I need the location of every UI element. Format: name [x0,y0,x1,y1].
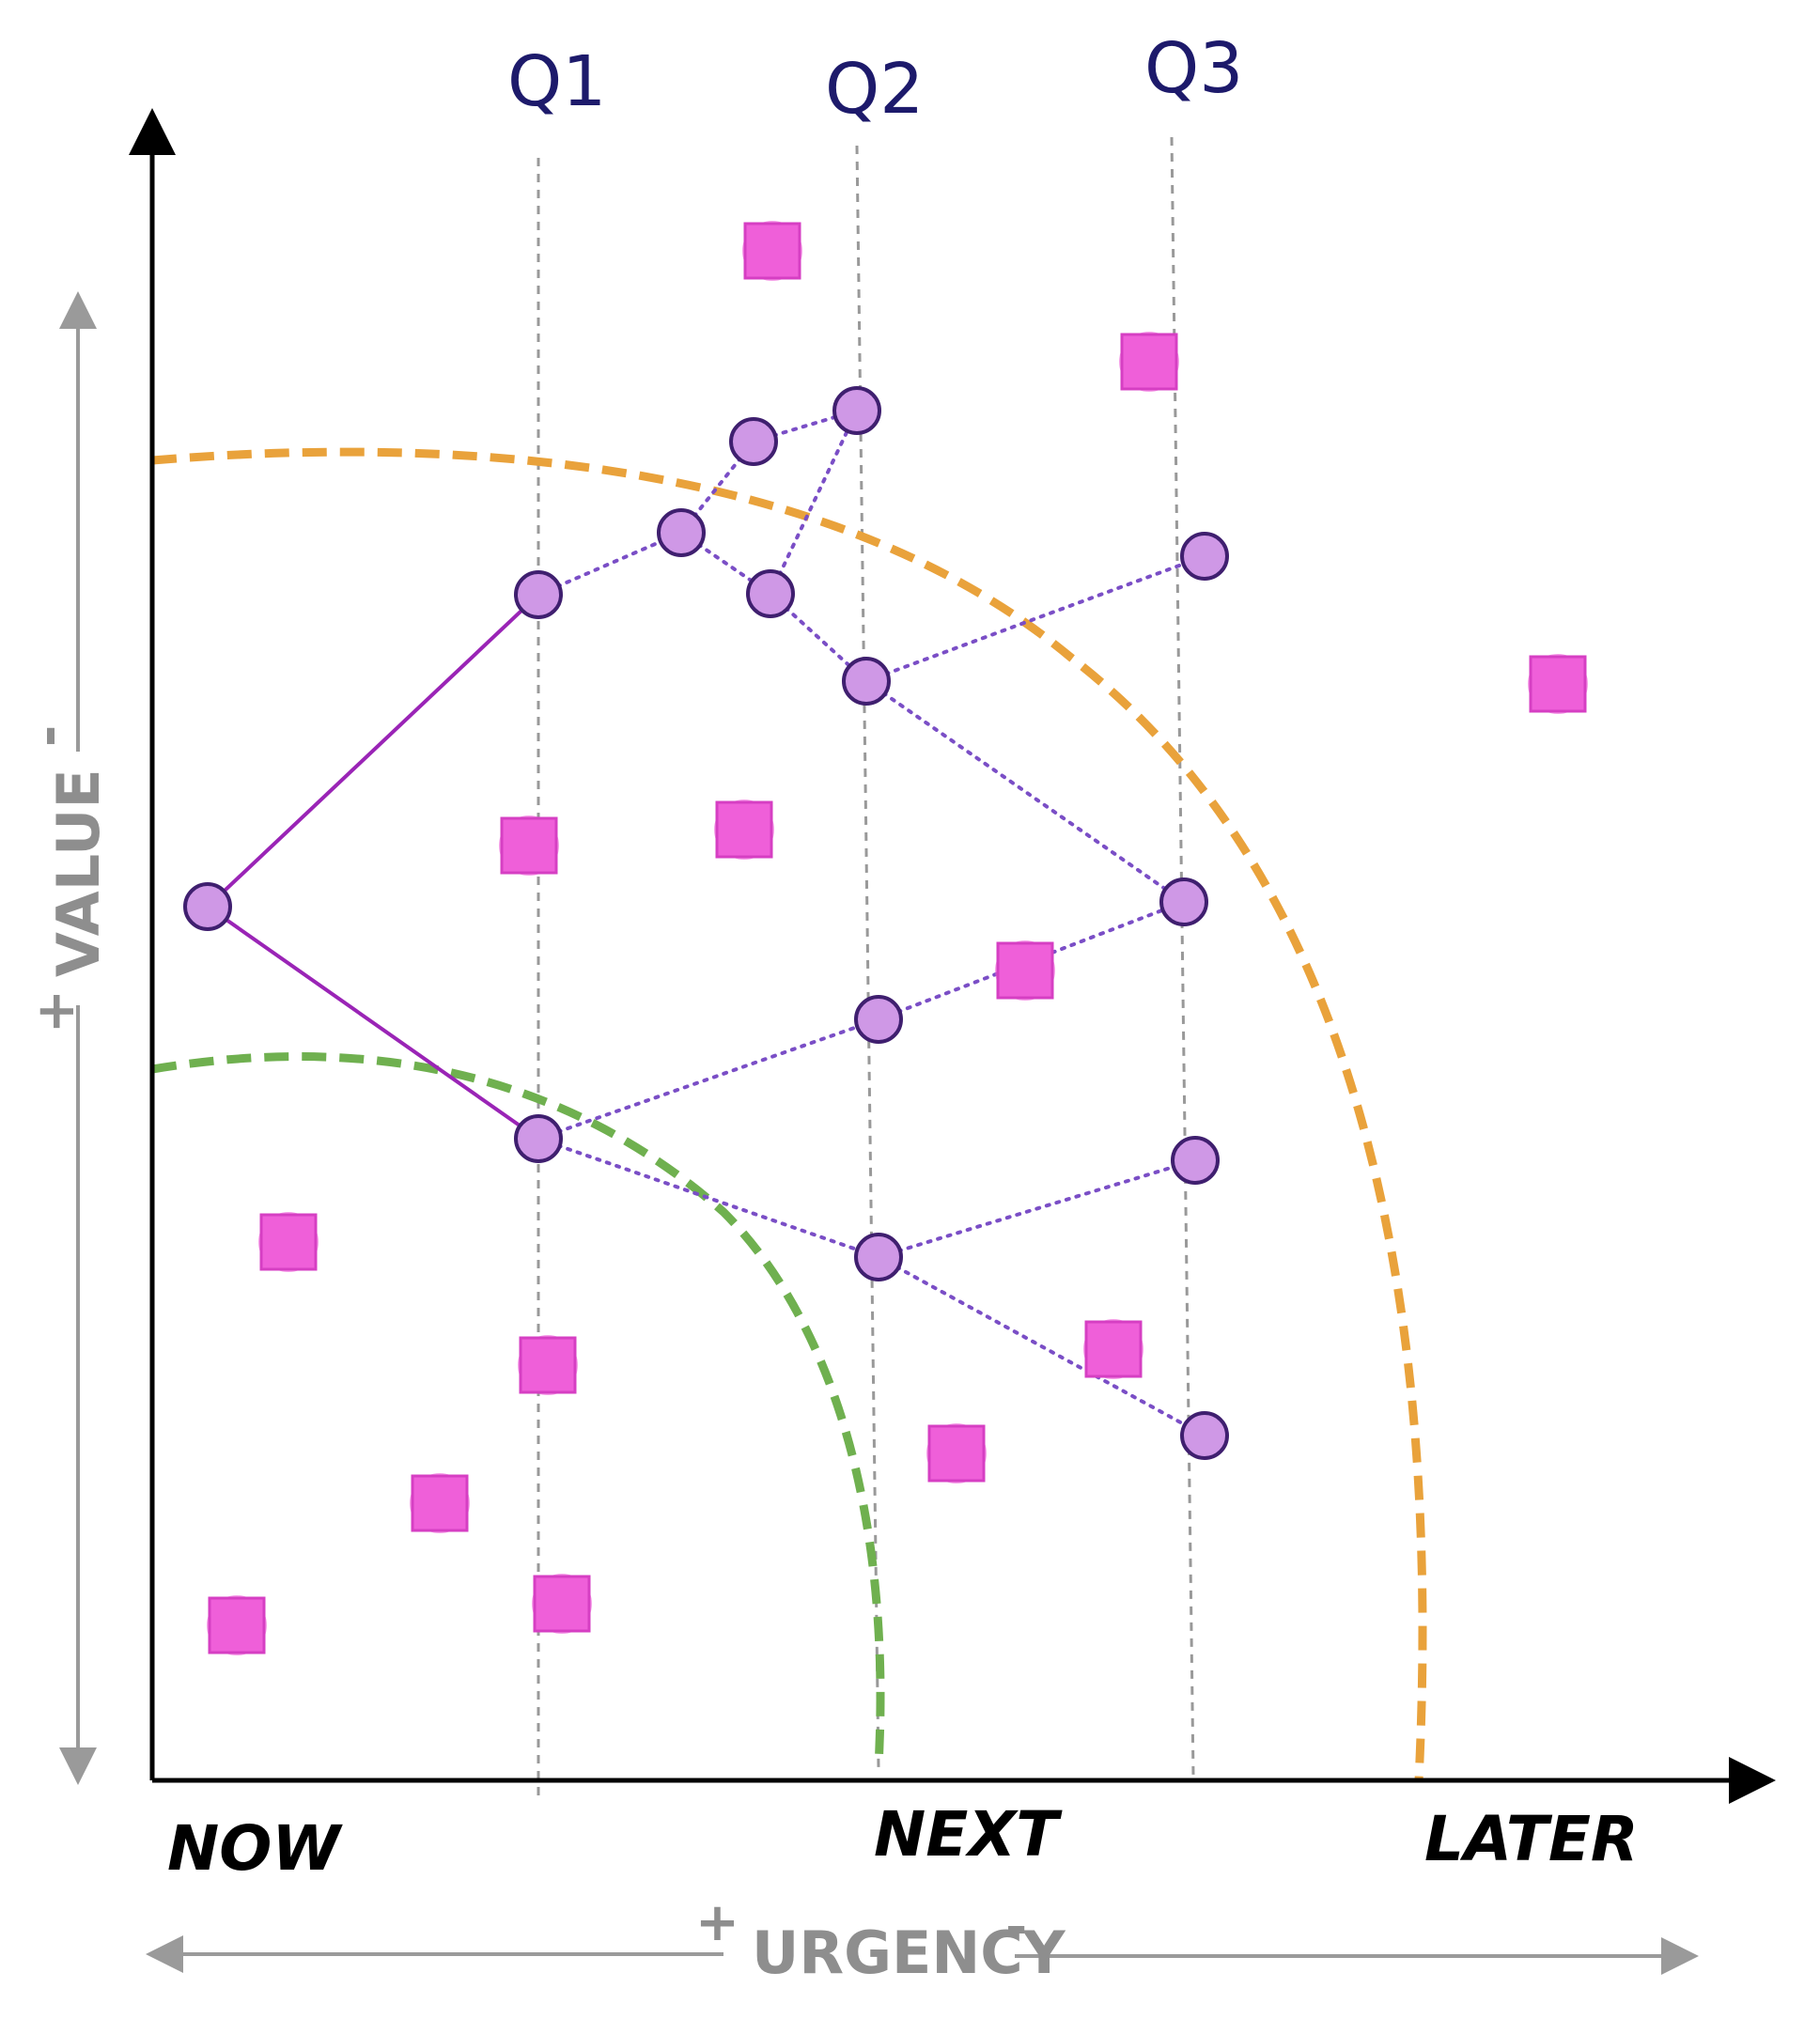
stage-label-now: NOW [167,1812,343,1885]
backlog-item [411,1474,469,1532]
backlog-item [519,1336,577,1394]
planned-node [514,1114,563,1163]
backlog-item [1120,333,1178,391]
quarter-label-q1: Q1 [507,41,606,122]
backlog-item [208,1596,266,1654]
value-axis-plus: + [25,989,86,1033]
stage-label-next: NEXT [874,1798,1063,1871]
urgency-axis: URGENCY + - [146,1892,1699,1987]
quarter-label-q3: Q3 [1144,28,1243,109]
planned-node [854,995,903,1044]
planned-node [514,570,563,619]
urgency-axis-minus: - [1005,1897,1027,1958]
urgency-axis-title: URGENCY [752,1918,1066,1987]
dotted-edge [679,531,772,596]
dependency-edges [206,409,1206,1437]
dotted-edge [877,1255,1206,1437]
gridline-q3 [1170,136,1195,1777]
backlog-item [1084,1320,1143,1378]
planned-node [832,386,881,435]
urgency-axis-plus: + [695,1892,739,1953]
backlog-item [743,222,801,280]
main-axes [129,108,1776,1804]
backlog-item [715,800,773,859]
planned-node [1171,1136,1220,1185]
backlog-item [927,1424,986,1483]
planned-nodes [183,386,1229,1460]
backlog-items [207,221,1588,1655]
quarter-label-q2: Q2 [825,49,924,130]
stage-labels: NOW NEXT LATER [167,1798,1639,1885]
backlog-item [533,1575,591,1633]
stage-label-later: LATER [1424,1803,1639,1875]
horizon-near-arc [151,1052,885,1767]
planned-node [854,1233,903,1281]
value-axis-minus: - [18,725,79,747]
horizon-far-arc [151,447,1427,1781]
planned-node [746,569,795,618]
dotted-edge [537,1137,880,1259]
backlog-item [259,1213,318,1271]
dotted-edge [537,1017,880,1141]
dotted-edge [752,409,859,443]
planned-node [1180,532,1229,581]
planned-node [1159,877,1208,926]
planned-node [657,508,706,557]
backlog-item [500,816,558,875]
planned-node [842,657,891,706]
dotted-edge [877,1158,1197,1259]
backlog-item [1529,655,1587,713]
quarter-gridlines [537,136,1195,1799]
quarter-labels: Q1 Q2 Q3 [507,28,1243,130]
dotted-edge [864,679,1186,904]
solid-edge [206,593,540,909]
dotted-edge [769,409,859,596]
planned-node [183,882,232,931]
value-axis: VALUE + - [18,291,113,1785]
value-axis-title: VALUE [44,769,113,977]
planned-node [1180,1411,1229,1460]
dotted-edge [864,554,1206,683]
planned-node [729,417,778,466]
solid-edge [206,905,540,1141]
backlog-item [996,941,1054,1000]
